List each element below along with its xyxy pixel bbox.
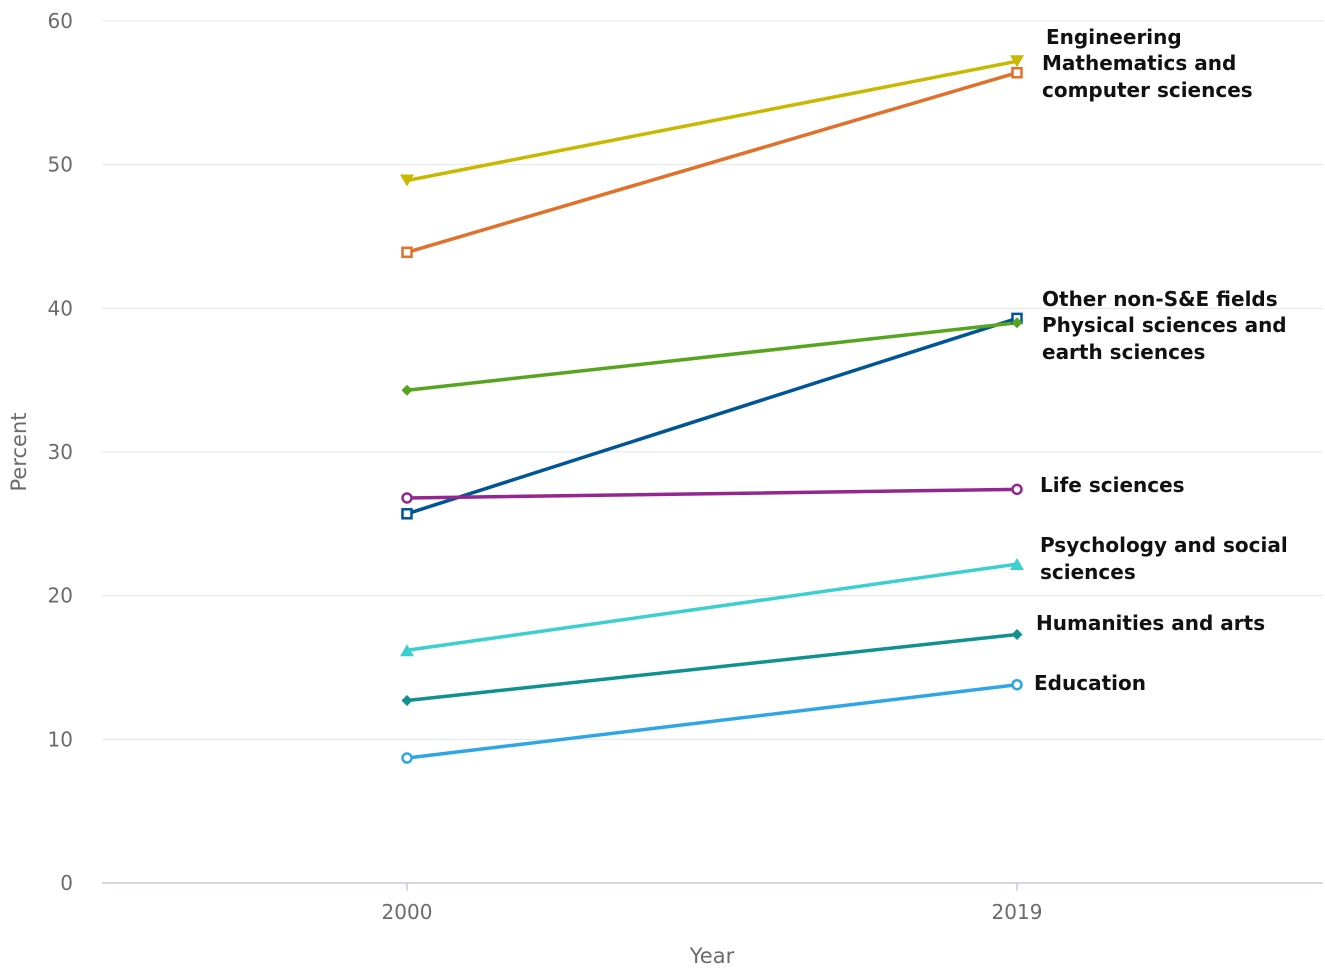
data-point-marker	[400, 174, 414, 187]
data-point-marker	[400, 644, 414, 657]
series-label: Physical sciences and earth sciences	[1042, 313, 1287, 364]
y-tick-label: 30	[48, 440, 73, 464]
series-lines	[405, 59, 1019, 760]
series-label-line: Psychology and social	[1040, 533, 1288, 557]
series-label: Engineering	[1046, 25, 1182, 49]
series-label: Psychology and social sciences	[1040, 533, 1288, 584]
series-label-line: computer sciences	[1042, 78, 1253, 102]
y-tick-label: 40	[48, 296, 73, 320]
series-label: Humanities and arts	[1036, 611, 1265, 635]
y-axis-title: Percent	[7, 412, 31, 491]
x-tick-label: 2000	[382, 900, 433, 924]
series-label: Education	[1034, 671, 1146, 695]
series-line	[405, 70, 1019, 255]
series-label-line: Mathematics and	[1042, 51, 1236, 75]
y-axis-ticks: 0 10 20 30 40 50 60	[48, 9, 73, 895]
y-tick-label: 50	[48, 153, 73, 177]
series-line	[405, 59, 1019, 183]
series-label: Mathematics and computer sciences	[1042, 51, 1253, 102]
series-label-line: Other non-S&E fields	[1042, 287, 1278, 311]
series-line	[405, 682, 1019, 760]
series-line	[405, 632, 1019, 703]
x-axis-ticks: 2000 2019	[382, 883, 1043, 924]
series-label: Other non-S&E fields	[1042, 287, 1278, 311]
series-label: Life sciences	[1040, 473, 1185, 497]
series-markers	[400, 55, 1024, 764]
series-label-line: earth sciences	[1042, 340, 1205, 364]
data-point-marker	[401, 492, 413, 504]
series-label-line: Life sciences	[1040, 473, 1185, 497]
data-point-marker	[1011, 317, 1023, 329]
data-point-marker	[401, 508, 413, 520]
data-point-marker	[1011, 483, 1023, 496]
y-tick-label: 0	[60, 871, 73, 895]
series-label-line: Physical sciences and	[1042, 313, 1287, 337]
x-axis-title: Year	[689, 944, 735, 968]
series-label-line: Humanities and arts	[1036, 611, 1265, 635]
y-tick-label: 10	[48, 727, 73, 751]
x-tick-label: 2019	[992, 900, 1043, 924]
data-point-marker	[401, 695, 413, 707]
series-line	[405, 320, 1019, 392]
series-label-line: sciences	[1040, 560, 1136, 584]
series-label-line: Engineering	[1046, 25, 1182, 49]
gridlines	[102, 20, 1323, 884]
data-point-marker	[401, 752, 413, 764]
series-label-line: Education	[1034, 671, 1146, 695]
data-point-marker	[1011, 678, 1023, 691]
data-point-marker	[1011, 66, 1023, 79]
y-tick-label: 60	[48, 9, 73, 33]
data-point-marker	[1011, 628, 1023, 640]
series-line	[405, 562, 1019, 653]
series-line	[405, 316, 1019, 516]
series-line	[405, 487, 1019, 500]
data-point-marker	[1010, 558, 1024, 571]
data-point-marker	[401, 384, 413, 396]
data-point-marker	[1010, 55, 1024, 68]
y-tick-label: 20	[48, 584, 73, 608]
data-point-marker	[401, 246, 413, 259]
